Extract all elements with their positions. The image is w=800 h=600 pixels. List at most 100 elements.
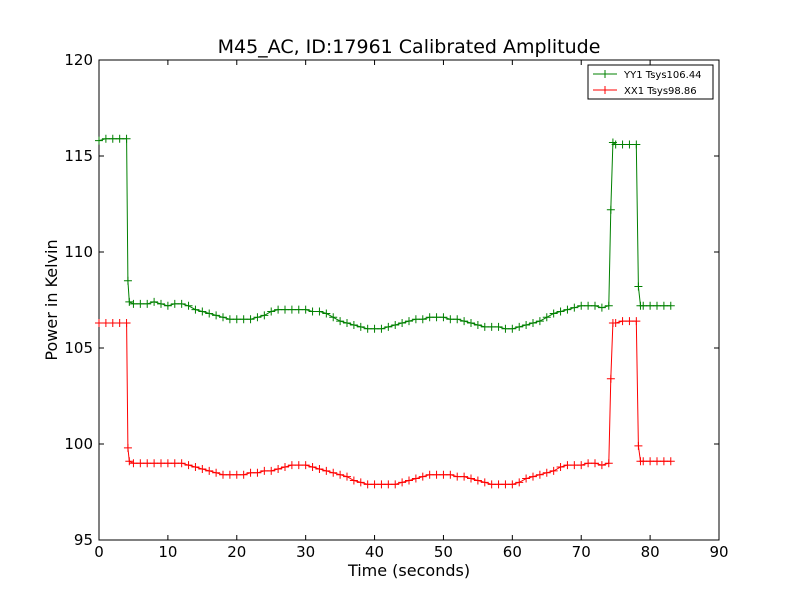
data-point: [177, 459, 186, 468]
data-point: [487, 480, 496, 489]
data-point: [494, 322, 503, 331]
data-point: [625, 140, 634, 149]
data-point: [125, 457, 134, 466]
data-point: [157, 299, 165, 308]
y-tick-label: 100: [64, 435, 93, 453]
data-point: [287, 305, 296, 314]
data-point: [377, 324, 386, 333]
data-point: [487, 322, 496, 331]
data-point: [101, 134, 110, 143]
data-point: [184, 301, 193, 310]
data-point: [123, 443, 132, 452]
data-point: [329, 468, 338, 477]
data-point: [584, 301, 593, 310]
x-axis-title: Time (seconds): [347, 561, 470, 580]
data-point: [439, 470, 448, 479]
data-point: [125, 297, 134, 306]
data-point: [432, 313, 441, 322]
data-point: [480, 478, 489, 487]
data-point: [349, 476, 358, 485]
data-point: [177, 299, 186, 308]
data-point: [267, 307, 276, 316]
data-point: [577, 301, 586, 310]
data-point: [418, 315, 427, 324]
data-point: [122, 319, 131, 328]
data-point: [232, 470, 241, 479]
data-point: [570, 461, 579, 470]
data-point: [363, 324, 372, 333]
data-point: [281, 305, 289, 314]
data-point: [508, 324, 517, 333]
data-point: [205, 466, 214, 475]
data-point: [584, 459, 593, 468]
data-point: [632, 140, 641, 149]
data-point: [391, 320, 400, 329]
data-point: [515, 478, 524, 487]
data-point: [405, 317, 413, 326]
data-point: [446, 315, 455, 324]
data-point: [163, 301, 172, 310]
data-point: [384, 480, 393, 489]
data-point: [219, 470, 227, 479]
data-point: [232, 315, 241, 324]
data-point: [529, 472, 537, 481]
x-tick-label: 50: [434, 543, 453, 561]
y-tick-label: 115: [64, 147, 93, 165]
data-point: [639, 457, 648, 466]
data-point: [163, 459, 172, 468]
data-point: [522, 320, 531, 329]
data-point: [123, 276, 132, 285]
data-point: [108, 134, 117, 143]
data-point: [239, 470, 248, 479]
data-point: [322, 466, 331, 475]
data-point: [384, 322, 393, 331]
data-point: [453, 472, 462, 481]
x-tick-label: 80: [641, 543, 660, 561]
data-point: [343, 319, 351, 328]
data-point: [473, 320, 482, 329]
data-point: [577, 461, 586, 470]
data-point: [336, 317, 345, 326]
data-point: [611, 140, 620, 149]
data-point: [101, 319, 110, 328]
data-point: [225, 315, 234, 324]
data-point: [398, 478, 407, 487]
data-point: [591, 459, 599, 468]
data-point: [522, 474, 531, 483]
data-point: [115, 319, 124, 328]
data-point: [136, 299, 145, 308]
data-point: [246, 468, 255, 477]
data-point: [253, 313, 262, 322]
data-point: [508, 480, 517, 489]
data-point: [494, 480, 503, 489]
data-point: [150, 297, 159, 306]
y-axis-title: Power in Kelvin: [42, 239, 61, 360]
data-point: [315, 307, 324, 316]
data-point: [646, 457, 655, 466]
data-point: [439, 313, 448, 322]
data-point: [150, 459, 159, 468]
data-point: [556, 307, 565, 316]
data-point: [501, 324, 510, 333]
data-point: [170, 299, 179, 308]
data-point: [398, 319, 407, 328]
x-tick-label: 20: [227, 543, 246, 561]
data-point: [343, 472, 351, 481]
data-point: [274, 464, 283, 473]
data-point: [198, 307, 207, 316]
legend-marker: [601, 86, 609, 94]
data-point: [349, 320, 358, 329]
data-point: [515, 322, 524, 331]
data-point: [129, 299, 138, 308]
data-point: [467, 474, 475, 483]
data-point: [370, 324, 379, 333]
data-point: [287, 461, 296, 470]
data-point: [157, 459, 165, 468]
data-point: [356, 478, 365, 487]
y-tick-label: 120: [64, 51, 93, 69]
y-tick-label: 95: [74, 531, 93, 549]
data-point: [563, 461, 572, 470]
data-point: [604, 459, 613, 468]
data-point: [653, 301, 661, 310]
